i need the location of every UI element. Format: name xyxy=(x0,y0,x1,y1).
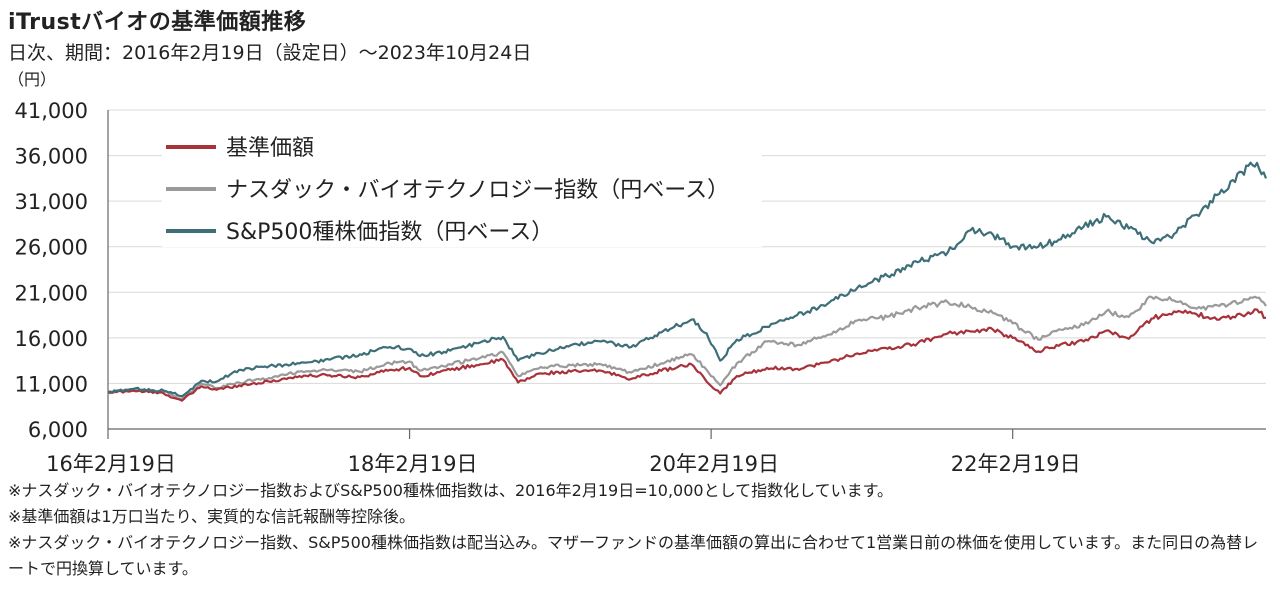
legend-label: S&P500種株価指数（円ベース） xyxy=(226,220,553,245)
legend-background xyxy=(162,211,762,247)
footnote: ※基準価額は1万口当たり、実質的な信託報酬等控除後。 xyxy=(8,507,415,526)
footnote: ※ナスダック・バイオテクノロジー指数、S&P500種株価指数は配当込み。マザーフ… xyxy=(8,533,1259,578)
y-tick-label: 31,000 xyxy=(15,190,88,214)
y-tick-label: 36,000 xyxy=(15,145,88,169)
y-tick-label: 41,000 xyxy=(15,99,88,123)
line-chart: 6,000 11,000 16,000 21,000 26,000 31,000 36,00… xyxy=(15,99,1268,476)
legend-label: 基準価額 xyxy=(226,136,314,161)
footnote: ※ナスダック・バイオテクノロジー指数およびS&P500種株価指数は、2016年2… xyxy=(8,481,894,500)
y-tick-label: 26,000 xyxy=(15,236,88,260)
x-tick-label: 22年2月19日 xyxy=(951,452,1081,476)
legend-background xyxy=(162,169,762,205)
x-tick-label: 20年2月19日 xyxy=(649,452,779,476)
y-tick-label: 11,000 xyxy=(15,372,88,396)
footnotes: ※ナスダック・バイオテクノロジー指数およびS&P500種株価指数は、2016年2… xyxy=(8,478,1273,582)
series-line xyxy=(107,308,1267,402)
y-tick-label: 6,000 xyxy=(28,418,88,442)
legend-label: ナスダック・バイオテクノロジー指数（円ベース） xyxy=(226,178,729,203)
chart-title: iTrustバイオの基準価額推移 xyxy=(8,10,307,35)
series-line xyxy=(107,295,1267,400)
x-tick-label: 18年2月19日 xyxy=(348,452,478,476)
y-axis-unit: （円） xyxy=(8,70,57,89)
legend-background xyxy=(162,127,762,163)
chart-subtitle: 日次、期間：2016年2月19日（設定日）～2023年10月24日 xyxy=(8,42,532,64)
y-tick-label: 21,000 xyxy=(15,281,88,305)
x-tick-label: 16年2月19日 xyxy=(46,452,176,476)
y-tick-label: 16,000 xyxy=(15,327,88,351)
series-line xyxy=(108,161,1268,398)
